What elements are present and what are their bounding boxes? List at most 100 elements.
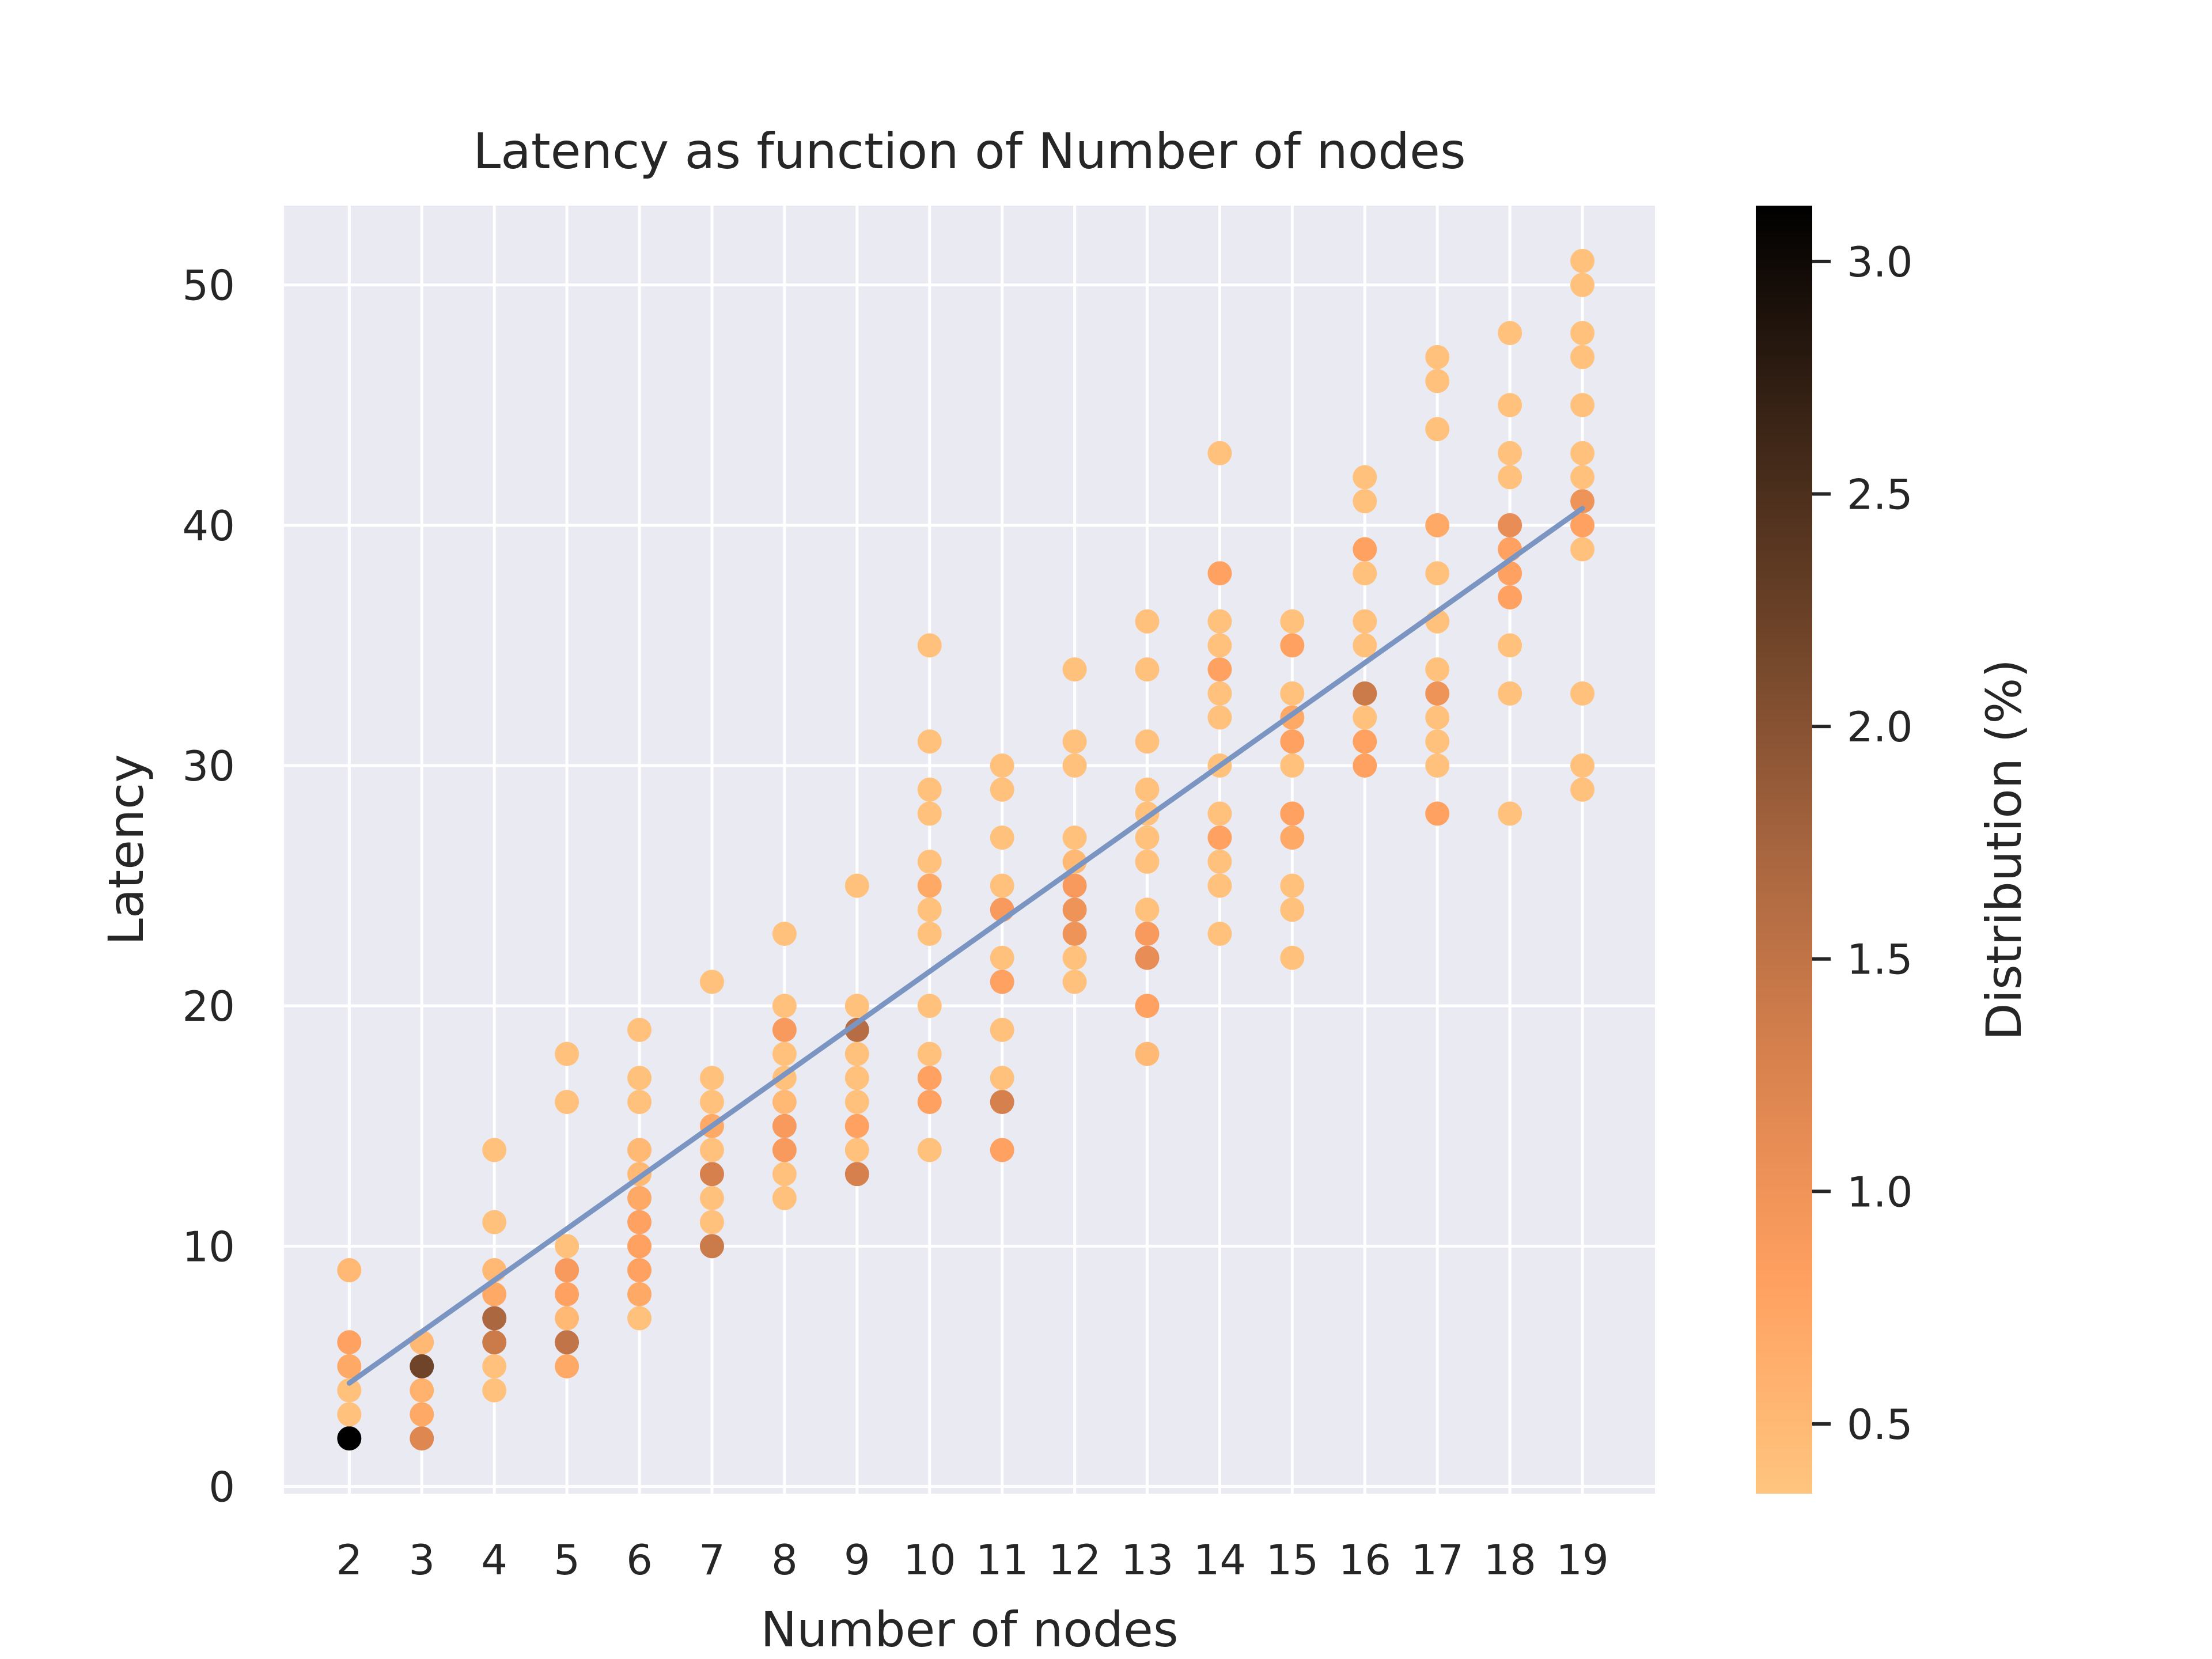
y-tick-label: 50	[182, 262, 235, 310]
data-point	[1062, 825, 1087, 850]
data-point	[1135, 1041, 1160, 1066]
data-point	[844, 1138, 869, 1162]
data-point	[1353, 537, 1377, 562]
data-point	[990, 969, 1014, 994]
data-point	[1207, 705, 1232, 730]
data-point	[844, 1041, 869, 1066]
data-point	[1135, 849, 1160, 874]
data-point	[1425, 729, 1450, 754]
data-point	[1135, 657, 1160, 682]
data-point	[1425, 561, 1450, 586]
data-point	[1353, 681, 1377, 706]
data-point	[772, 994, 797, 1018]
data-point	[627, 1017, 652, 1042]
data-point	[1207, 922, 1232, 946]
data-point	[844, 1090, 869, 1115]
data-point	[1062, 969, 1087, 994]
data-point	[699, 1234, 724, 1259]
data-point	[917, 777, 942, 802]
data-point	[917, 729, 942, 754]
data-point	[1062, 922, 1087, 946]
data-point	[772, 1162, 797, 1187]
data-point	[917, 849, 942, 874]
data-point	[844, 1017, 869, 1042]
data-point	[1425, 753, 1450, 778]
x-tick-label: 2	[336, 1536, 362, 1584]
y-tick-label: 10	[182, 1222, 235, 1271]
data-point	[1353, 561, 1377, 586]
x-tick-label: 14	[1194, 1536, 1247, 1584]
data-point	[917, 1066, 942, 1090]
data-point	[1062, 729, 1087, 754]
data-point	[627, 1185, 652, 1210]
data-point	[410, 1354, 434, 1378]
data-point	[990, 1138, 1014, 1162]
data-point	[1570, 441, 1595, 465]
data-point	[917, 994, 942, 1018]
data-point	[1280, 633, 1305, 658]
data-point	[699, 1185, 724, 1210]
data-point	[699, 1090, 724, 1115]
data-point	[555, 1041, 579, 1066]
data-point	[1425, 801, 1450, 826]
plot-background	[284, 206, 1655, 1494]
data-point	[1135, 945, 1160, 970]
data-point	[1570, 513, 1595, 537]
data-point	[1280, 609, 1305, 634]
data-point	[1135, 994, 1160, 1018]
data-point	[917, 1138, 942, 1162]
colorbar-tick-label: 2.0	[1847, 703, 1913, 751]
data-point	[1498, 801, 1522, 826]
data-point	[699, 1210, 724, 1234]
x-tick-label: 13	[1121, 1536, 1174, 1584]
y-tick-labels: 0 10 20 30 40 50	[182, 262, 235, 1512]
data-point	[410, 1426, 434, 1451]
data-point	[772, 1017, 797, 1042]
data-point	[990, 753, 1014, 778]
data-point	[1062, 657, 1087, 682]
data-point	[1280, 753, 1305, 778]
data-point	[1570, 489, 1595, 514]
y-tick-label: 20	[182, 982, 235, 1031]
data-point	[1498, 681, 1522, 706]
data-point	[1498, 633, 1522, 658]
trend-line	[346, 506, 1585, 1386]
data-point	[1207, 681, 1232, 706]
data-point	[1280, 801, 1305, 826]
x-tick-label: 12	[1048, 1536, 1101, 1584]
data-point	[627, 1090, 652, 1115]
data-point	[482, 1378, 507, 1403]
data-point	[1570, 753, 1595, 778]
data-point	[1570, 272, 1595, 297]
data-point	[1207, 441, 1232, 465]
data-point	[1280, 945, 1305, 970]
data-point	[917, 801, 942, 826]
data-point	[844, 873, 869, 898]
data-point	[555, 1354, 579, 1378]
data-point	[1135, 897, 1160, 922]
y-tick-label: 40	[182, 502, 235, 550]
data-point	[917, 1090, 942, 1115]
colorbar-tick-label: 2.5	[1847, 470, 1913, 518]
x-tick-label: 11	[976, 1536, 1029, 1584]
data-point	[627, 1210, 652, 1234]
data-point	[699, 1138, 724, 1162]
y-tick-label: 30	[182, 742, 235, 790]
data-point	[1425, 705, 1450, 730]
data-point	[1570, 321, 1595, 346]
colorbar	[1756, 206, 1812, 1494]
data-point	[1062, 945, 1087, 970]
data-point	[1353, 633, 1377, 658]
x-tick-label: 3	[408, 1536, 435, 1584]
data-point	[990, 1066, 1014, 1090]
data-point	[917, 1041, 942, 1066]
x-tick-labels: 2 3 4 5 6 7 8 9 10 11 12 13 14 15 16 17 18 19	[336, 1536, 1608, 1584]
data-point	[1425, 513, 1450, 537]
data-point	[1207, 561, 1232, 586]
data-point	[337, 1330, 362, 1355]
data-point	[917, 633, 942, 658]
data-point	[627, 1306, 652, 1331]
data-point	[1353, 465, 1377, 490]
x-tick-label: 17	[1411, 1536, 1464, 1584]
